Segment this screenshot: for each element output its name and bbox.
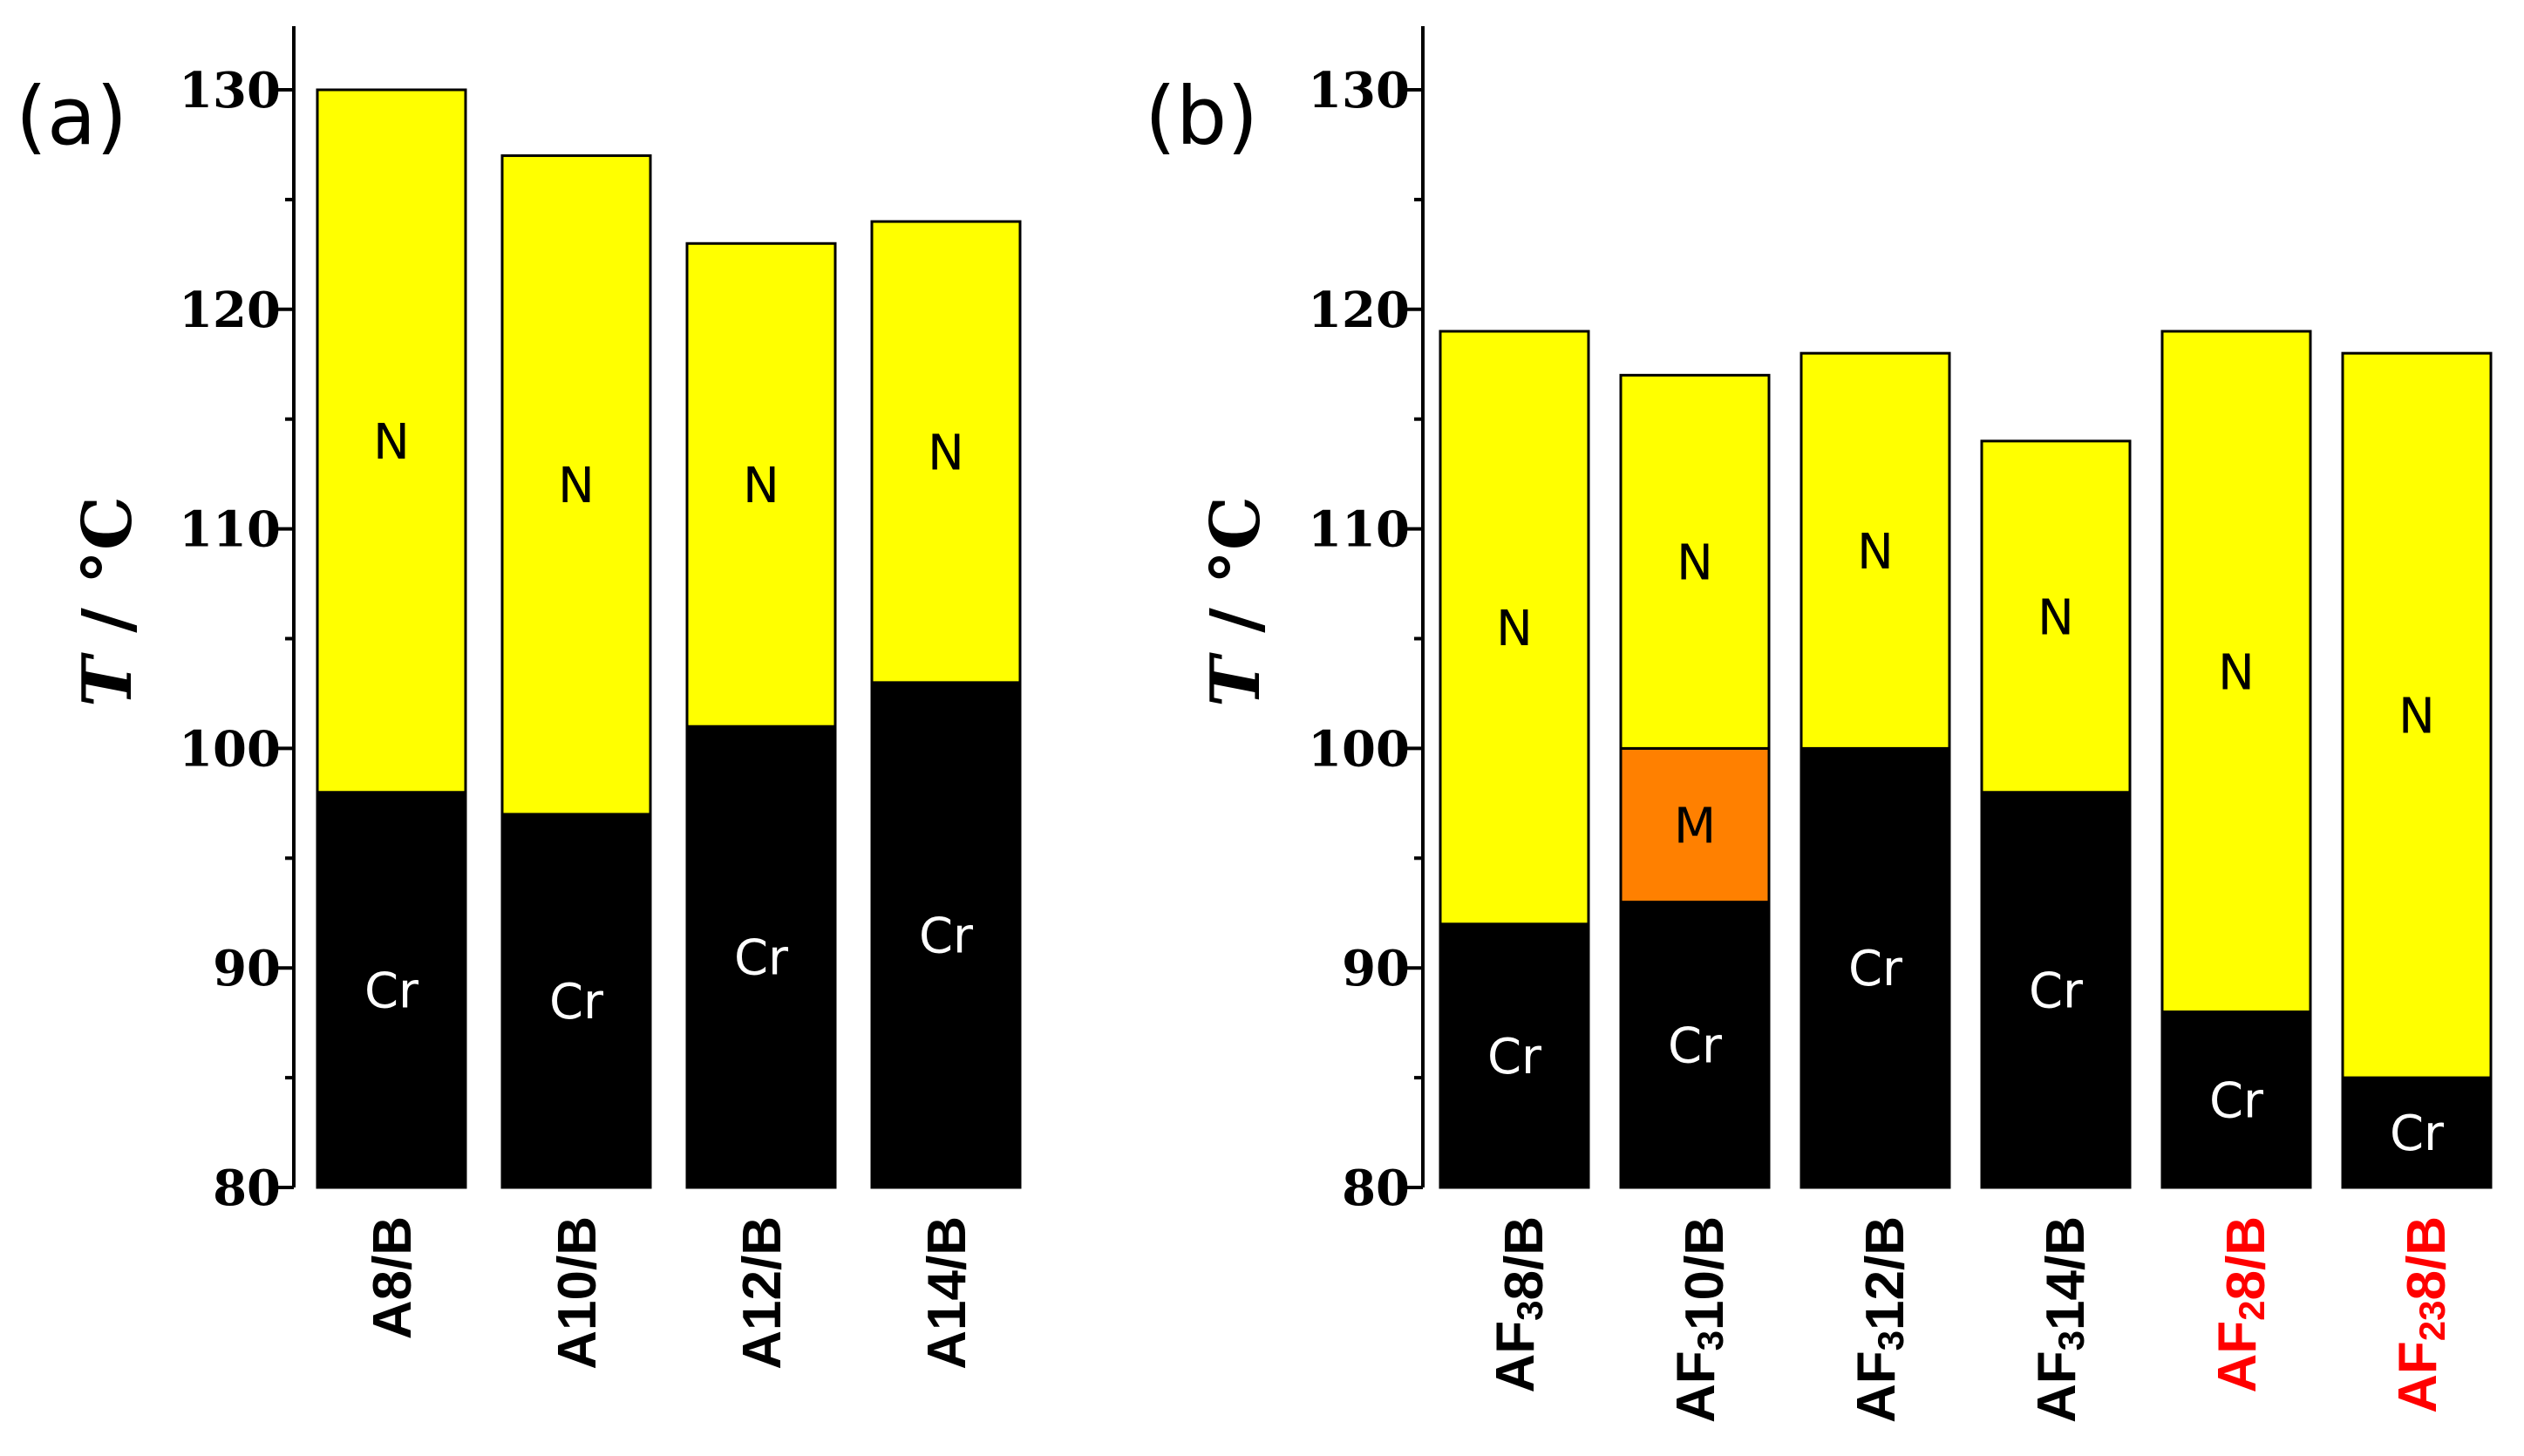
phase-label: N bbox=[373, 414, 410, 471]
y-tick-label: 120 bbox=[179, 282, 281, 339]
phase-label: Cr bbox=[2029, 963, 2084, 1019]
y-tick-label: 80 bbox=[1342, 1160, 1410, 1217]
phase-label: Cr bbox=[2390, 1106, 2445, 1162]
bar-segment-n bbox=[1799, 351, 1951, 750]
phase-label: Cr bbox=[1487, 1029, 1542, 1085]
bar-segment-n bbox=[1619, 373, 1771, 750]
bar-segment-cr bbox=[2160, 1010, 2312, 1189]
category-label: A10/B bbox=[548, 1216, 608, 1370]
phase-label: Cr bbox=[734, 930, 789, 987]
phase-label: Cr bbox=[1668, 1017, 1723, 1074]
phase-label: N bbox=[1496, 601, 1533, 657]
phase-label: N bbox=[743, 458, 779, 514]
category-label: A12/B bbox=[732, 1216, 793, 1370]
panel-a-chart: Cr N A8/B Cr N A10/B Cr N A12/B Cr N A14/B 80 90 100 11… bbox=[16, 26, 1022, 1370]
y-tick-label: 130 bbox=[1308, 62, 1410, 119]
y-tick-label: 100 bbox=[1308, 720, 1410, 778]
y-tick-label: 100 bbox=[179, 720, 281, 778]
phase-label: Cr bbox=[364, 963, 419, 1019]
category-label: A14/B bbox=[917, 1216, 977, 1370]
category-label: A8/B bbox=[363, 1216, 423, 1339]
phase-label: N bbox=[2398, 689, 2435, 745]
bar-segment-m bbox=[1619, 746, 1771, 904]
bar-segment-cr bbox=[870, 681, 1022, 1189]
bar-segment-cr bbox=[1799, 746, 1951, 1189]
phase-label: Cr bbox=[549, 974, 604, 1031]
y-tick-label: 130 bbox=[179, 62, 281, 119]
category-label: AF312/B bbox=[1847, 1216, 1915, 1423]
bar-segment-n bbox=[1980, 439, 2132, 794]
phase-label: Cr bbox=[919, 908, 974, 964]
panel-b-chart: Cr N AF38/B Cr M N AF310/B Cr N AF312/B Cr N AF314/B… bbox=[1145, 26, 2493, 1423]
phase-label: Cr bbox=[2209, 1072, 2264, 1129]
category-label: AF314/B bbox=[2027, 1216, 2096, 1423]
category-label: AF310/B bbox=[1666, 1216, 1735, 1423]
bar-segment-n bbox=[2160, 330, 2312, 1014]
y-axis-title: T / °C bbox=[1196, 496, 1276, 707]
phase-label: N bbox=[558, 458, 595, 514]
bar-segment-n bbox=[685, 242, 837, 728]
y-tick-label: 90 bbox=[213, 940, 281, 997]
y-axis-title: T / °C bbox=[68, 496, 147, 707]
y-tick-label: 110 bbox=[1308, 501, 1410, 559]
bar-segment-n bbox=[870, 220, 1022, 684]
y-tick-label: 80 bbox=[213, 1160, 281, 1217]
phase-label: N bbox=[2218, 644, 2255, 701]
y-tick-label: 120 bbox=[1308, 282, 1410, 339]
y-tick-label: 110 bbox=[179, 501, 281, 559]
phase-label: N bbox=[1677, 534, 1713, 591]
bar-segment-n bbox=[316, 88, 467, 794]
phase-label: N bbox=[1857, 524, 1894, 581]
panel-label: (a) bbox=[16, 70, 127, 163]
y-tick-label: 90 bbox=[1342, 940, 1410, 997]
panel-label: (b) bbox=[1145, 70, 1258, 163]
bar-segment-cr bbox=[685, 725, 837, 1189]
bar-segment-n bbox=[1439, 330, 1590, 926]
bar-segment-cr bbox=[1619, 901, 1771, 1189]
bar-segment-cr bbox=[316, 791, 467, 1189]
category-label: AF238/B bbox=[2388, 1216, 2457, 1413]
phase-label: N bbox=[2038, 589, 2074, 646]
bar-segment-n bbox=[500, 154, 652, 816]
category-label: AF28/B bbox=[2208, 1216, 2276, 1393]
phase-label: M bbox=[1674, 799, 1716, 855]
bar-segment-n bbox=[2341, 351, 2493, 1079]
category-label: AF38/B bbox=[1486, 1216, 1555, 1393]
bar-segment-cr bbox=[1980, 791, 2132, 1189]
phase-label: N bbox=[928, 425, 964, 481]
phase-label: Cr bbox=[1848, 941, 1903, 997]
